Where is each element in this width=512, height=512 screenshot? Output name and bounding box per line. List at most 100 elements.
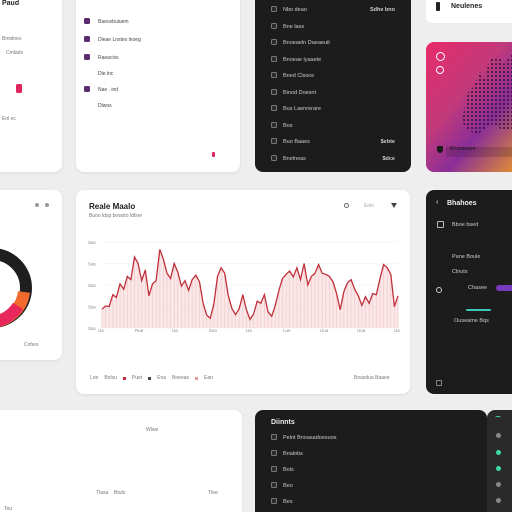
legend-swatch-icon [122,376,126,380]
menu-item-icon [84,54,90,60]
donut-label: Cohes [24,342,39,348]
legend-swatch-icon [195,376,199,380]
status-dot-icon [496,498,501,503]
spinner-icon [495,416,501,419]
right-panel-row: Chasee [468,285,487,291]
list-item[interactable]: Bos [283,122,293,129]
list-item[interactable]: Buo Baaes [283,139,310,145]
list-item-icon [271,105,277,111]
pink-circle-icon [436,52,445,61]
x-tick-label: Lue [283,328,291,333]
hero-header-icon [436,2,440,11]
chart-panel: Reale Maalo Buoo ldsp bowsto ldtsre Enle… [76,190,410,394]
list-item[interactable]: Beo [283,483,293,489]
dot-icon [45,203,49,207]
purple-toggle[interactable] [496,285,512,291]
list-item-icon [271,72,277,78]
list-item[interactable]: Bne lass [283,23,305,30]
right-edge-card [487,410,512,512]
filter-icon[interactable] [391,203,397,208]
status-dot-icon [496,433,501,438]
list-item[interactable]: Bnoeaeln Daeaeuit [283,40,330,46]
chart-footer-right: Bnasdua Baaee [354,375,390,381]
status-dot-icon [496,482,501,487]
legend-swatch-icon [148,376,152,380]
x-tick-label: Uua [357,328,366,333]
legend-item[interactable]: Boeeas [172,375,190,381]
list-item-value: $dce [382,155,395,162]
list-item-icon [271,498,277,504]
pink-circle-icon [436,66,444,74]
bottom-label: Btuts [114,490,126,496]
y-tick-label: Sas [88,262,97,267]
line-chart: Sas Sas Sas Sas Sas Ua Rue Ua Eun Ua Lue Uua Uua Ua [88,240,400,333]
hero-header-card: Neulenes [426,0,512,23]
right-dark-panel: ‹ Bhahoes Bboe bsed Pane Boule Clnuts Ch… [426,190,512,394]
right-panel-row: Bboe bsed [452,222,479,228]
legend-item[interactable]: Ean [204,375,213,381]
legend-item[interactable]: Loe [90,375,99,381]
legend-item[interactable]: Bolsu [104,375,117,381]
right-panel-row: Ouseame Bqs [454,318,489,324]
menu-item[interactable]: Dlwos [98,103,112,109]
list-item-icon [271,138,277,144]
list-item-icon [271,6,277,12]
list-item[interactable]: Nbo deao [283,7,307,13]
list-item[interactable]: Bned Clsoce [283,73,315,79]
list-item[interactable]: Bols [283,467,294,473]
hero-image-card: Bhaadeaee [426,42,512,172]
chart-legend: Loe Bolsu Puet Ena Boeeas Ean [90,375,213,381]
teal-progress-bar [466,309,491,311]
donut-chart [0,248,32,328]
menu-item[interactable]: Dleae Lnstes lnoeg [98,37,141,43]
right-panel-row: Pane Boule [452,254,481,260]
menu-item-icon [84,36,90,42]
top-left-label-1: Bmidnes [2,36,22,42]
list-item-icon [271,121,277,128]
list-item-icon [271,434,277,440]
status-dot-icon [496,450,501,455]
toggle-icon[interactable] [436,287,442,293]
x-tick-label: Ua [394,328,400,333]
list-item[interactable]: Pelnt Bnoasadoesuos [283,435,337,441]
list-item-value: $ebte [380,139,395,145]
chart-title: Reale Maalo [89,202,136,211]
list-item[interactable]: Bus Laenrerare [283,106,321,112]
menu-item[interactable]: Dle lnc [98,71,114,77]
list-item[interactable]: Bnelneas [283,155,306,162]
chart-area-fill [102,249,398,328]
list-item[interactable]: Binod Doesnt [283,89,317,96]
bottom-dark-card: Diinnts Pelnt Bnoasadoesuos Bnalobs Bols Be… [255,410,487,512]
back-arrow-icon[interactable]: ‹ [436,199,439,206]
top-left-card: Paud Bmidnes Cmlads Enl ec [0,0,62,172]
list-item[interactable]: Bnalobs [283,451,303,457]
chart-series-line [101,249,399,321]
donut-card: Cohes [0,190,62,360]
list-item-icon [271,55,277,62]
bottom-label: Tlasa [96,490,109,496]
menu-item[interactable]: Baecebuiuem [98,19,129,25]
x-tick-label: Ua [172,328,178,333]
clock-icon [344,203,349,208]
x-tick-label: Rue [135,328,144,333]
top-menu-card: Baecebuiuem Dleae Lnstes lnoeg Raeaciss … [76,0,240,172]
x-tick-label: Eun [209,328,218,333]
menu-item[interactable]: Raeaciss [98,55,119,61]
legend-item[interactable]: Ena [157,375,167,381]
list-item-icon [271,466,277,472]
dark-list-card: Nbo deao Sdhe bno Bne lass Bnoeaeln Daeaeui… [255,0,411,172]
list-item[interactable]: Bnoeae lyaaete [283,56,322,63]
bottom-dark-title: Diinnts [271,419,295,426]
dot-icon [35,203,39,207]
bottom-label: Wlwe [146,427,159,433]
top-left-label-3: Enl ec [2,116,16,122]
menu-item[interactable]: Nae . ind [98,87,119,93]
list-item-icon [271,88,277,95]
list-item[interactable]: Bes [283,499,293,505]
pink-marker-icon [16,84,22,93]
list-item-icon [271,482,277,488]
bottom-left-card: Wlwe Tlasa Btuts Tlee Teu [0,410,242,512]
chart-toolbar-label[interactable]: Enle [364,203,375,209]
legend-item[interactable]: Puet [131,375,143,381]
pink-dot-icon [212,152,215,157]
